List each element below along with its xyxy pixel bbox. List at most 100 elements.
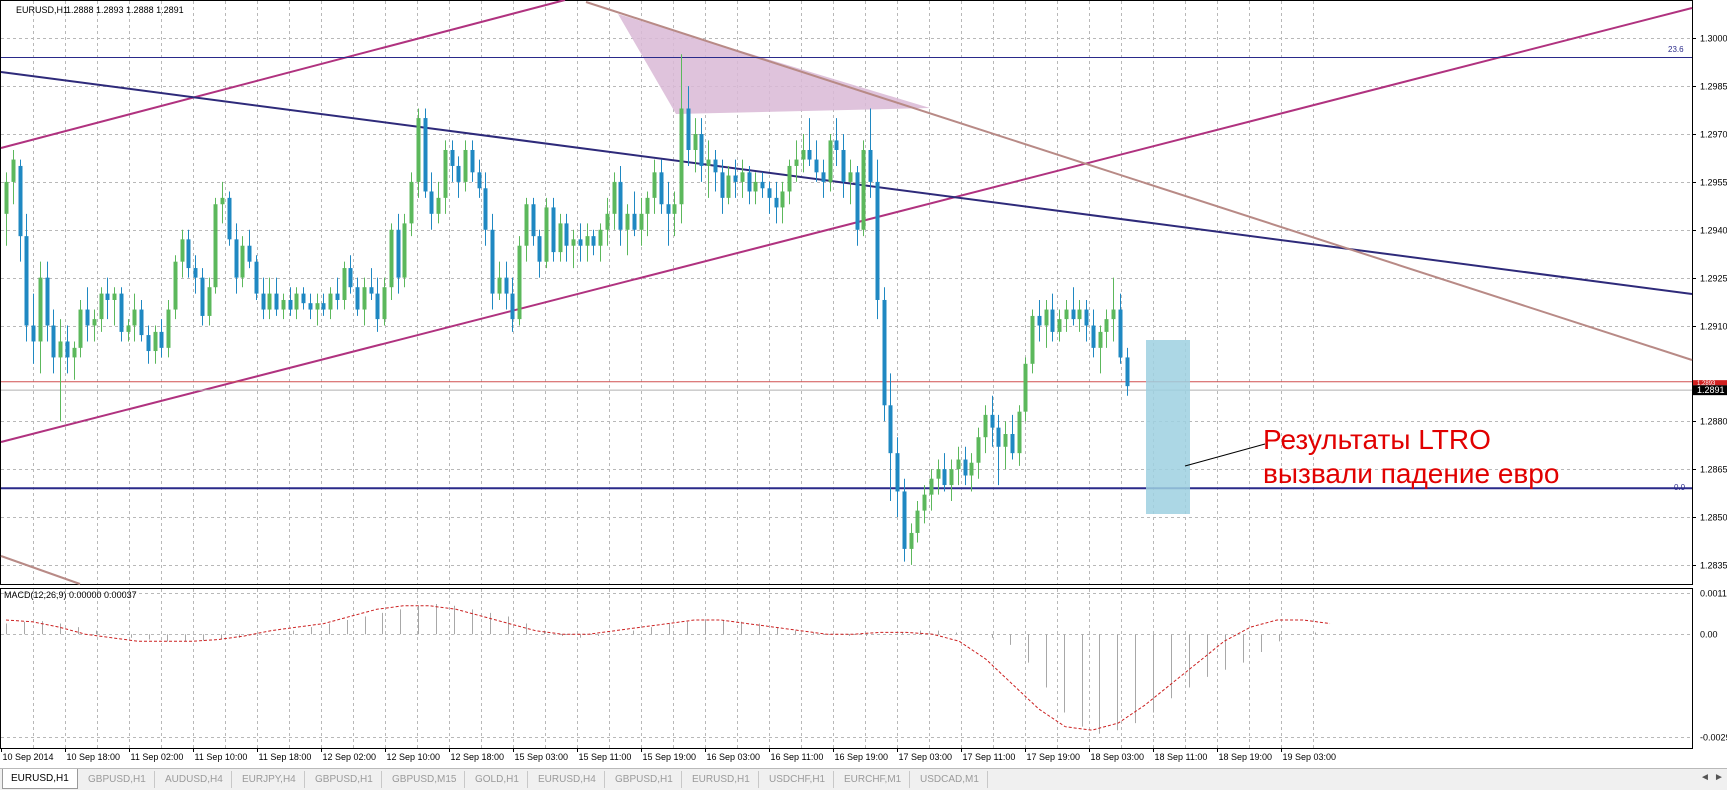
- tab-eurusd-h1[interactable]: EURUSD,H1: [684, 771, 759, 788]
- candle-body: [78, 309, 83, 348]
- candle-body: [416, 118, 421, 182]
- candle-body: [213, 204, 218, 288]
- x-tick-label: 17 Sep 11:00: [963, 752, 1016, 762]
- tab-gbpusd-h1[interactable]: GBPUSD,H1: [607, 771, 682, 788]
- candle-body: [882, 299, 887, 406]
- chart-area[interactable]: 1.3000 1.2985 1.2970 1.2955 1.2940 1.2925 1.29…: [0, 0, 1727, 768]
- macd-panel: [5, 604, 1331, 734]
- tab-eurusd-h4[interactable]: EURUSD,H4: [530, 771, 605, 788]
- candle-body: [679, 108, 684, 205]
- y-tick-label: 1.2850: [1700, 513, 1727, 523]
- candle-body: [362, 287, 367, 310]
- candle-body: [1023, 363, 1028, 412]
- candle-body: [119, 293, 124, 332]
- candle-body: [443, 149, 448, 198]
- x-tick-label: 15 Sep 03:00: [515, 752, 569, 762]
- candle-body: [632, 213, 637, 230]
- candle-body: [591, 236, 596, 246]
- tab-scroll-right-icon[interactable]: ►: [1714, 772, 1724, 783]
- candle-body: [1044, 309, 1049, 326]
- candle-body: [1010, 434, 1015, 454]
- candle-body: [166, 309, 171, 348]
- candle-body: [726, 175, 731, 198]
- x-tick-label: 18 Sep 19:00: [1219, 752, 1273, 762]
- candle-body: [1030, 315, 1035, 364]
- tab-scroll-left-icon[interactable]: ◄: [1700, 772, 1710, 783]
- candle-body: [288, 299, 293, 310]
- drawing-objects: [0, 0, 1693, 585]
- candle-body: [1071, 309, 1076, 320]
- candle-body: [801, 149, 806, 160]
- y-tick-label: 1.2925: [1700, 274, 1727, 284]
- candle-body: [828, 140, 833, 182]
- x-tick-label: 17 Sep 19:00: [1027, 752, 1081, 762]
- x-tick-label: 12 Sep 02:00: [323, 752, 377, 762]
- candle-body: [355, 287, 360, 310]
- candle-body: [375, 293, 380, 320]
- candle-body: [672, 204, 677, 214]
- candle-body: [402, 223, 407, 278]
- y-tick-label: 1.2880: [1700, 417, 1727, 427]
- macd-pane-frame: [0, 588, 1693, 749]
- candle-body: [159, 331, 164, 348]
- tab-eurchf-m1[interactable]: EURCHF,M1: [836, 771, 911, 788]
- candle-body: [321, 303, 326, 310]
- y-tick-label: 1.2940: [1700, 226, 1727, 236]
- tab-gbpusd-m15[interactable]: GBPUSD,M15: [384, 771, 466, 788]
- candle-body: [625, 213, 630, 230]
- tab-gold-h1[interactable]: GOLD,H1: [467, 771, 528, 788]
- symbol-tabs: EURUSD,H1 GBPUSD,H1 AUDUSD,H4 EURJPY,H4 GBPU…: [0, 768, 1727, 790]
- candle-body: [936, 469, 941, 479]
- candle-body: [180, 239, 185, 262]
- x-tick-label: 18 Sep 11:00: [1155, 752, 1208, 762]
- candle-body: [942, 469, 947, 486]
- candle-body: [186, 239, 191, 269]
- candle-body: [787, 165, 792, 192]
- candle-body: [585, 236, 590, 246]
- candle-body: [294, 293, 299, 310]
- candle-body: [895, 453, 900, 492]
- candle-body: [699, 134, 704, 166]
- annotation-pointer: [1184, 443, 1266, 467]
- candle-body: [774, 197, 779, 208]
- candle-body: [807, 149, 812, 160]
- candle-body: [126, 325, 131, 332]
- tab-eurusd-h1[interactable]: EURUSD,H1: [2, 769, 78, 789]
- candle-body: [517, 245, 522, 320]
- x-tick-label: 11 Sep 18:00: [259, 752, 312, 762]
- tab-audusd-h4[interactable]: AUDUSD,H4: [157, 771, 232, 788]
- x-tick-label: 16 Sep 03:00: [707, 752, 761, 762]
- tab-usdcad-m1[interactable]: USDCAD,M1: [912, 771, 988, 788]
- tab-gbpusd-h1[interactable]: GBPUSD,H1: [307, 771, 382, 788]
- candle-body: [396, 229, 401, 278]
- candle-body: [861, 149, 866, 230]
- y-tick-label: 1.2910: [1700, 322, 1727, 332]
- candle-body: [639, 213, 644, 230]
- candle-body: [139, 309, 144, 336]
- candle-body: [267, 293, 272, 310]
- candle-body: [153, 331, 158, 352]
- candle-body: [598, 229, 603, 246]
- candle-body: [922, 494, 927, 511]
- candle-body: [875, 181, 880, 300]
- tab-usdchf-h1[interactable]: USDCHF,H1: [761, 771, 835, 788]
- candle-body: [564, 223, 569, 246]
- candle-body: [915, 510, 920, 533]
- annotation-line2: вызвали падение евро: [1263, 458, 1559, 489]
- candle-body: [1111, 309, 1116, 320]
- fib-label-top: 23.6: [1668, 45, 1684, 54]
- tab-eurjpy-h4[interactable]: EURJPY,H4: [234, 771, 305, 788]
- x-tick-label: 16 Sep 19:00: [835, 752, 889, 762]
- candle-body: [335, 293, 340, 300]
- tab-gbpusd-h1[interactable]: GBPUSD,H1: [80, 771, 155, 788]
- candle-body: [112, 293, 117, 300]
- candle-body: [220, 197, 225, 205]
- candle-body: [902, 491, 907, 549]
- candle-body: [146, 335, 151, 352]
- candle-body: [301, 293, 306, 304]
- candle-body: [308, 303, 313, 310]
- fib-label-bottom: 0.0: [1674, 483, 1686, 492]
- candle-body: [706, 159, 711, 166]
- candle-body: [1017, 411, 1022, 454]
- candle-body: [1064, 309, 1069, 320]
